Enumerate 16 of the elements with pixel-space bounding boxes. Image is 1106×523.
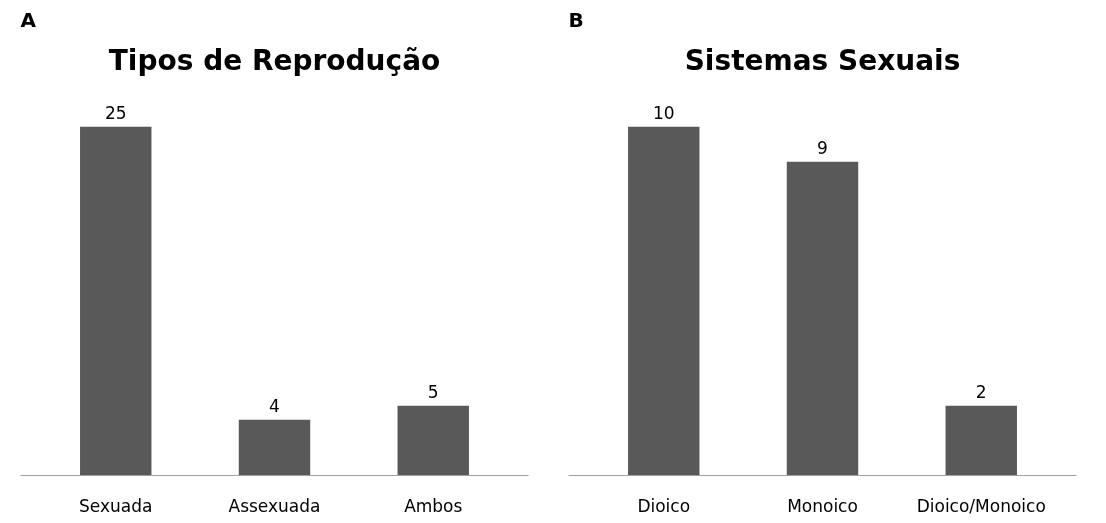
data-label: 4 [269,395,280,416]
chart-title: Sistemas Sexuais [684,43,961,77]
x-tick-label: Monoico [787,495,858,516]
x-tick-label: Dioico [637,495,691,516]
data-label: 10 [652,102,675,123]
x-tick-label: Sexuada [79,495,153,516]
text: A [20,7,37,32]
data-label: 9 [817,137,828,158]
data-label: 5 [427,381,439,402]
text: B [568,7,584,32]
data-label: 25 [104,102,127,123]
x-tick-label: Assexuada [228,495,321,516]
x-tick-label: Dioico/Monoico [916,495,1046,516]
chart-title: Tipos de Reprodução [108,43,441,77]
data-label: 2 [975,381,987,402]
x-tick-label: Ambos [404,495,463,516]
